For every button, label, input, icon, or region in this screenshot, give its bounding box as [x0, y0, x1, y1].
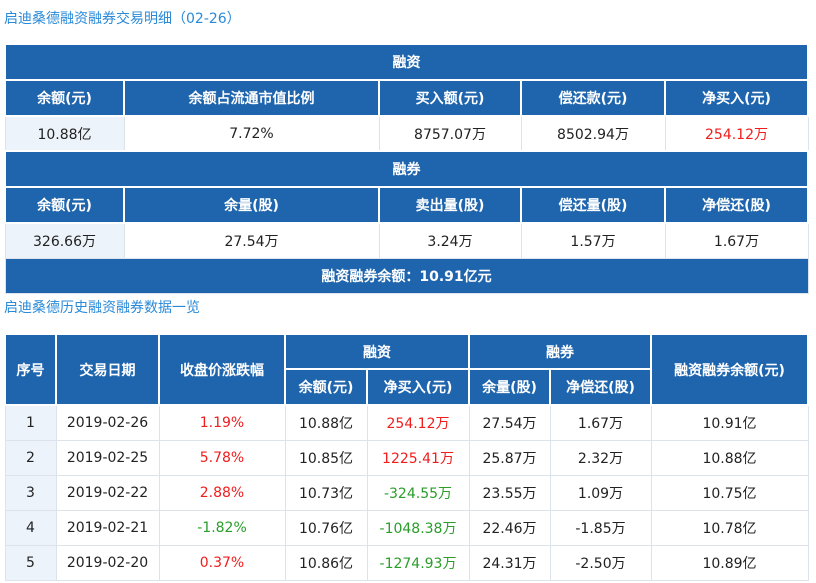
col-financing: 融资	[284, 333, 470, 370]
financing-column-header: 买入额(元)	[378, 79, 522, 117]
cell-sec-net: 1.67万	[549, 404, 652, 441]
securities-value: 1.67万	[664, 222, 809, 259]
detail-table: 融资 余额(元) 余额占流通市值比例 买入额(元) 偿还款(元) 净买入(元) 10.8…	[4, 43, 809, 294]
securities-value: 326.66万	[4, 222, 125, 259]
cell-fin-balance: 10.76亿	[284, 509, 368, 546]
col-securities: 融券	[468, 333, 652, 370]
securities-value: 1.57万	[520, 222, 666, 259]
table-row: 4 2019-02-21 -1.82% 10.76亿 -1048.38万 22.46万 -1…	[4, 509, 809, 546]
financing-column-header: 余额占流通市值比例	[123, 79, 380, 117]
cell-total: 10.88亿	[650, 439, 809, 476]
cell-total: 10.89亿	[650, 544, 809, 581]
cell-sec-net: 1.09万	[549, 474, 652, 511]
securities-column-header: 余额(元)	[4, 186, 125, 224]
cell-index: 3	[4, 474, 57, 511]
col-date: 交易日期	[55, 333, 160, 406]
cell-date: 2019-02-25	[55, 439, 160, 476]
col-sec-volume: 余量(股)	[468, 368, 551, 406]
cell-sec-volume: 23.55万	[468, 474, 551, 511]
cell-index: 5	[4, 544, 57, 581]
table-row: 2 2019-02-25 5.78% 10.85亿 1225.41万 25.87万 2.32…	[4, 439, 809, 476]
cell-change: 0.37%	[158, 544, 286, 581]
total-balance: 融资融券余额：10.91亿元	[4, 257, 809, 294]
cell-change: -1.82%	[158, 509, 286, 546]
cell-fin-net: 1225.41万	[366, 439, 470, 476]
securities-value: 3.24万	[378, 222, 522, 259]
col-index: 序号	[4, 333, 57, 406]
col-sec-net: 净偿还(股)	[549, 368, 652, 406]
cell-fin-net: -324.55万	[366, 474, 470, 511]
cell-fin-balance: 10.86亿	[284, 544, 368, 581]
cell-change: 2.88%	[158, 474, 286, 511]
cell-date: 2019-02-26	[55, 404, 160, 441]
table-row: 3 2019-02-22 2.88% 10.73亿 -324.55万 23.55万 1.09…	[4, 474, 809, 511]
cell-sec-volume: 25.87万	[468, 439, 551, 476]
cell-sec-volume: 24.31万	[468, 544, 551, 581]
col-total: 融资融券余额(元)	[650, 333, 809, 406]
cell-total: 10.78亿	[650, 509, 809, 546]
col-fin-net: 净买入(元)	[366, 368, 470, 406]
financing-value: 8502.94万	[520, 115, 666, 152]
history-title: 启迪桑德历史融资融券数据一览	[4, 300, 200, 316]
financing-column-header: 偿还款(元)	[520, 79, 666, 117]
cell-total: 10.91亿	[650, 404, 809, 441]
col-change: 收盘价涨跌幅	[158, 333, 286, 406]
financing-column-header: 净买入(元)	[664, 79, 809, 117]
history-table: 序号 交易日期 收盘价涨跌幅 融资 融券 融资融券余额(元) 余额(元) 净买入…	[4, 333, 809, 581]
cell-date: 2019-02-20	[55, 544, 160, 581]
securities-column-header: 余量(股)	[123, 186, 380, 224]
cell-index: 4	[4, 509, 57, 546]
cell-sec-net: -1.85万	[549, 509, 652, 546]
cell-sec-volume: 22.46万	[468, 509, 551, 546]
financing-value: 10.88亿	[4, 115, 125, 152]
financing-column-header: 余额(元)	[4, 79, 125, 117]
table-row: 1 2019-02-26 1.19% 10.88亿 254.12万 27.54万 1.67万…	[4, 404, 809, 441]
cell-sec-net: -2.50万	[549, 544, 652, 581]
securities-column-header: 卖出量(股)	[378, 186, 522, 224]
cell-fin-net: -1048.38万	[366, 509, 470, 546]
cell-change: 1.19%	[158, 404, 286, 441]
cell-fin-balance: 10.88亿	[284, 404, 368, 441]
securities-column-header: 净偿还(股)	[664, 186, 809, 224]
securities-column-header: 偿还量(股)	[520, 186, 666, 224]
financing-value: 8757.07万	[378, 115, 522, 152]
cell-date: 2019-02-21	[55, 509, 160, 546]
financing-value: 7.72%	[123, 115, 380, 152]
col-fin-balance: 余额(元)	[284, 368, 368, 406]
detail-title: 启迪桑德融资融券交易明细（02-26）	[4, 11, 241, 27]
financing-value: 254.12万	[664, 115, 809, 152]
securities-value: 27.54万	[123, 222, 380, 259]
cell-total: 10.75亿	[650, 474, 809, 511]
cell-fin-net: 254.12万	[366, 404, 470, 441]
table-row: 5 2019-02-20 0.37% 10.86亿 -1274.93万 24.31万 -2.…	[4, 544, 809, 581]
cell-fin-net: -1274.93万	[366, 544, 470, 581]
cell-sec-net: 2.32万	[549, 439, 652, 476]
cell-sec-volume: 27.54万	[468, 404, 551, 441]
cell-index: 1	[4, 404, 57, 441]
cell-fin-balance: 10.85亿	[284, 439, 368, 476]
securities-header: 融券	[4, 150, 809, 188]
financing-header: 融资	[4, 43, 809, 81]
cell-change: 5.78%	[158, 439, 286, 476]
cell-fin-balance: 10.73亿	[284, 474, 368, 511]
cell-date: 2019-02-22	[55, 474, 160, 511]
cell-index: 2	[4, 439, 57, 476]
